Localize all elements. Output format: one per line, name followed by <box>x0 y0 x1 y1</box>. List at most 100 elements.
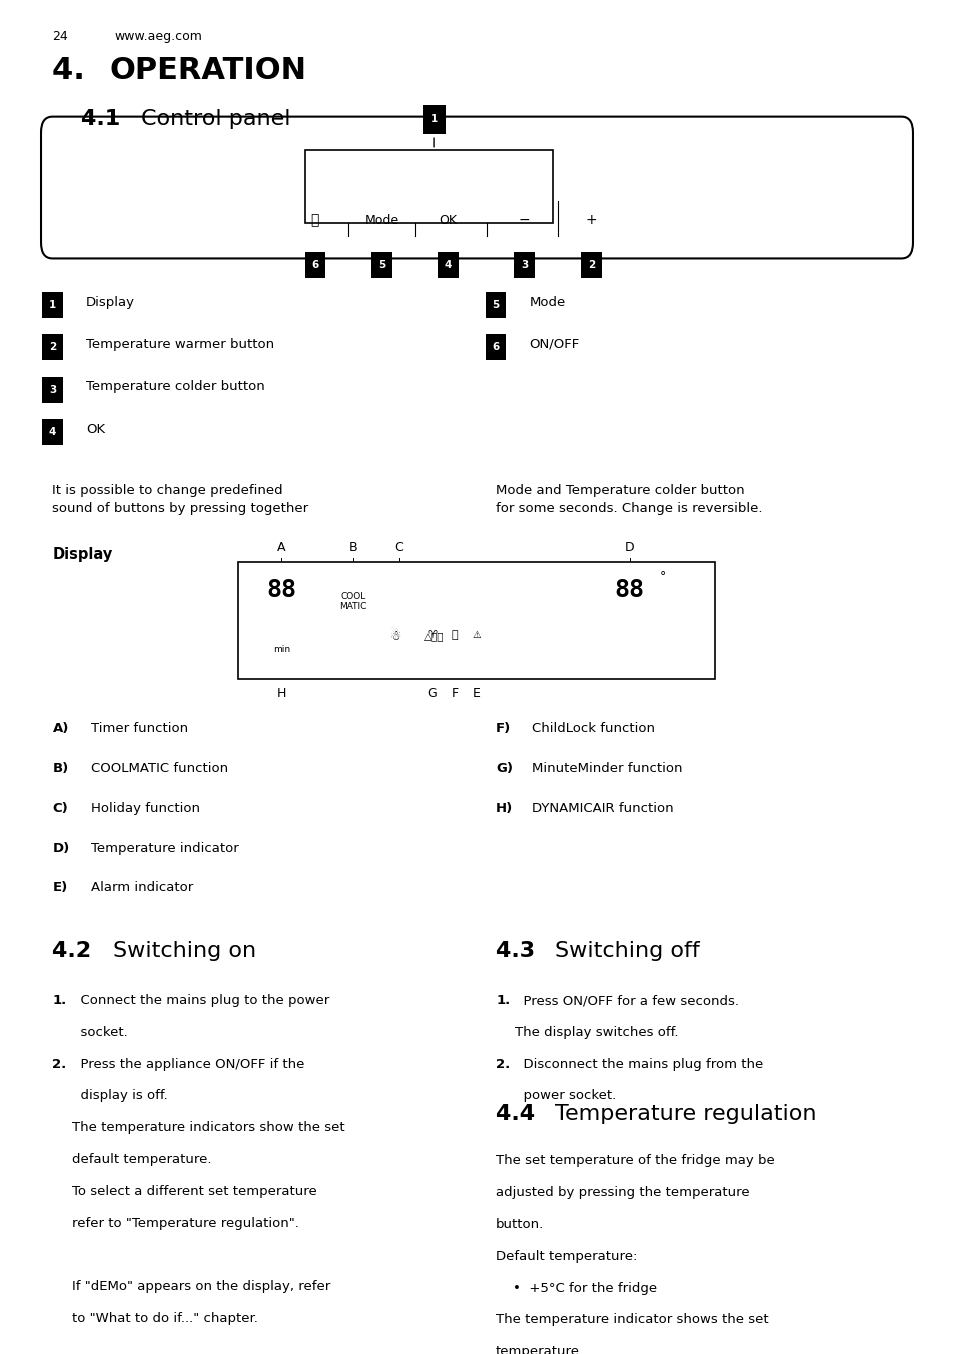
Text: Default temperature:: Default temperature: <box>496 1250 637 1263</box>
Text: °: ° <box>659 570 665 584</box>
Text: ☃: ☃ <box>390 630 401 643</box>
Text: −: − <box>518 213 530 227</box>
Text: Holiday function: Holiday function <box>91 802 199 815</box>
Text: D): D) <box>52 842 70 854</box>
Text: 4.4: 4.4 <box>496 1104 542 1124</box>
Text: The set temperature of the fridge may be: The set temperature of the fridge may be <box>496 1155 774 1167</box>
Text: D: D <box>624 542 634 554</box>
Text: temperature.: temperature. <box>496 1346 583 1354</box>
Text: Temperature warmer button: Temperature warmer button <box>86 338 274 351</box>
Text: △⏰⚿: △⏰⚿ <box>423 631 444 642</box>
Text: 2.: 2. <box>52 1057 67 1071</box>
Text: H): H) <box>496 802 513 815</box>
Text: display is off.: display is off. <box>71 1090 167 1102</box>
Text: E): E) <box>52 881 68 895</box>
FancyBboxPatch shape <box>437 252 458 278</box>
Text: Temperature regulation: Temperature regulation <box>555 1104 816 1124</box>
Text: It is possible to change predefined
sound of buttons by pressing together: It is possible to change predefined soun… <box>52 483 308 515</box>
Text: G: G <box>427 686 436 700</box>
Text: 6: 6 <box>492 343 499 352</box>
Text: 88: 88 <box>266 578 296 601</box>
Text: www.aeg.com: www.aeg.com <box>114 31 202 43</box>
Text: ♈: ♈ <box>427 630 436 640</box>
Text: A): A) <box>52 722 69 735</box>
Text: Display: Display <box>52 547 112 562</box>
FancyBboxPatch shape <box>304 252 325 278</box>
Text: G): G) <box>496 762 513 774</box>
Text: 3: 3 <box>49 385 56 395</box>
Text: 2: 2 <box>49 343 56 352</box>
Text: Control panel: Control panel <box>141 108 291 129</box>
Text: E: E <box>473 686 480 700</box>
FancyBboxPatch shape <box>42 376 63 402</box>
Text: Timer function: Timer function <box>91 722 188 735</box>
Text: F): F) <box>496 722 511 735</box>
Text: power socket.: power socket. <box>515 1090 616 1102</box>
Text: ON/OFF: ON/OFF <box>529 338 579 351</box>
Text: OPERATION: OPERATION <box>110 56 306 85</box>
Text: C: C <box>394 542 403 554</box>
Text: refer to "Temperature regulation".: refer to "Temperature regulation". <box>71 1217 298 1229</box>
Text: If "dEMo" appears on the display, refer: If "dEMo" appears on the display, refer <box>71 1281 330 1293</box>
Text: Switching off: Switching off <box>555 941 700 961</box>
Text: to "What to do if..." chapter.: to "What to do if..." chapter. <box>71 1312 257 1326</box>
Text: adjusted by pressing the temperature: adjusted by pressing the temperature <box>496 1186 749 1200</box>
FancyBboxPatch shape <box>371 252 392 278</box>
Text: 1.: 1. <box>496 994 510 1007</box>
Text: 1: 1 <box>49 301 56 310</box>
Text: 5: 5 <box>377 260 385 271</box>
Text: •  +5°C for the fridge: • +5°C for the fridge <box>496 1282 657 1294</box>
Text: B): B) <box>52 762 69 774</box>
Text: The temperature indicators show the set: The temperature indicators show the set <box>71 1121 344 1135</box>
Text: 4.2: 4.2 <box>52 941 99 961</box>
FancyBboxPatch shape <box>42 418 63 445</box>
Text: The temperature indicator shows the set: The temperature indicator shows the set <box>496 1313 768 1327</box>
Text: 4.3: 4.3 <box>496 941 542 961</box>
Text: 24: 24 <box>52 31 69 43</box>
Text: Disconnect the mains plug from the: Disconnect the mains plug from the <box>515 1057 762 1071</box>
Text: Alarm indicator: Alarm indicator <box>91 881 193 895</box>
Text: button.: button. <box>496 1219 544 1231</box>
Text: 1: 1 <box>430 115 437 125</box>
Text: C): C) <box>52 802 69 815</box>
FancyBboxPatch shape <box>422 104 445 134</box>
Text: 5: 5 <box>492 301 499 310</box>
FancyBboxPatch shape <box>42 334 63 360</box>
Text: 88: 88 <box>614 578 644 601</box>
Text: 4.: 4. <box>52 56 96 85</box>
Text: MinuteMinder function: MinuteMinder function <box>532 762 682 774</box>
Text: Connect the mains plug to the power: Connect the mains plug to the power <box>71 994 329 1007</box>
FancyBboxPatch shape <box>485 334 506 360</box>
Text: H: H <box>276 686 286 700</box>
Text: COOL
MATIC: COOL MATIC <box>339 592 366 612</box>
Text: Mode and Temperature colder button
for some seconds. Change is reversible.: Mode and Temperature colder button for s… <box>496 483 761 515</box>
FancyBboxPatch shape <box>580 252 601 278</box>
FancyBboxPatch shape <box>514 252 535 278</box>
Text: 2: 2 <box>587 260 595 271</box>
FancyBboxPatch shape <box>485 291 506 318</box>
FancyBboxPatch shape <box>42 291 63 318</box>
Text: Display: Display <box>86 295 134 309</box>
Text: +: + <box>585 213 597 227</box>
Text: 2.: 2. <box>496 1057 510 1071</box>
Text: OK: OK <box>86 422 105 436</box>
Bar <box>238 562 715 678</box>
Text: Press ON/OFF for a few seconds.: Press ON/OFF for a few seconds. <box>515 994 739 1007</box>
Text: 4: 4 <box>49 428 56 437</box>
Text: Switching on: Switching on <box>112 941 255 961</box>
Text: socket.: socket. <box>71 1026 127 1039</box>
Text: 4.1: 4.1 <box>81 108 128 129</box>
Bar <box>305 150 553 222</box>
Text: ⚠: ⚠ <box>472 630 481 640</box>
Text: OK: OK <box>439 214 456 226</box>
Text: 1.: 1. <box>52 994 67 1007</box>
Text: F: F <box>451 686 458 700</box>
Text: Press the appliance ON/OFF if the: Press the appliance ON/OFF if the <box>71 1057 304 1071</box>
Text: 4: 4 <box>444 260 452 271</box>
Text: To select a different set temperature: To select a different set temperature <box>71 1185 316 1198</box>
Text: DYNAMICAIR function: DYNAMICAIR function <box>532 802 673 815</box>
Text: Mode: Mode <box>364 214 398 226</box>
Text: Temperature indicator: Temperature indicator <box>91 842 238 854</box>
Text: B: B <box>348 542 357 554</box>
Text: 3: 3 <box>520 260 528 271</box>
